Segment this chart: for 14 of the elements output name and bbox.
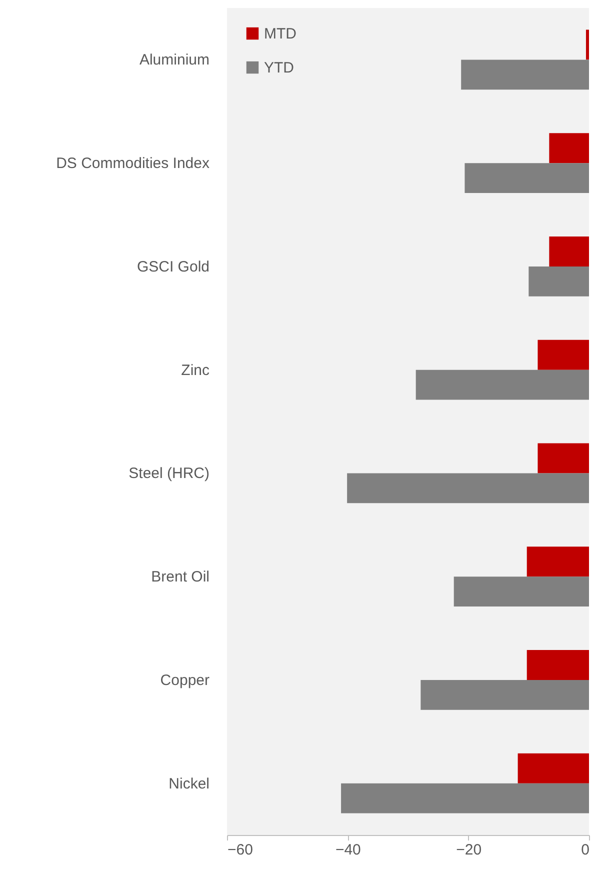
- y-tick-label: Zinc: [181, 362, 210, 379]
- y-tick-label: Brent Oil: [151, 568, 210, 586]
- y-tick-label: Copper: [160, 672, 210, 689]
- x-tick-label: −60: [228, 842, 253, 858]
- legend-label: MTD: [264, 26, 297, 42]
- y-tick-label: GSCI Gold: [136, 258, 210, 276]
- x-tick-label: −40: [335, 842, 361, 858]
- legend-label: YTD: [264, 60, 294, 76]
- y-tick-label: Nickel: [168, 775, 210, 792]
- y-tick-label: Aluminium: [139, 52, 210, 69]
- y-tick-label: Steel (HRC): [128, 465, 210, 482]
- x-tick-label: 0: [581, 842, 590, 858]
- x-tick-label: −20: [456, 842, 482, 858]
- y-tick-label: DS Commodities Index: [56, 155, 210, 172]
